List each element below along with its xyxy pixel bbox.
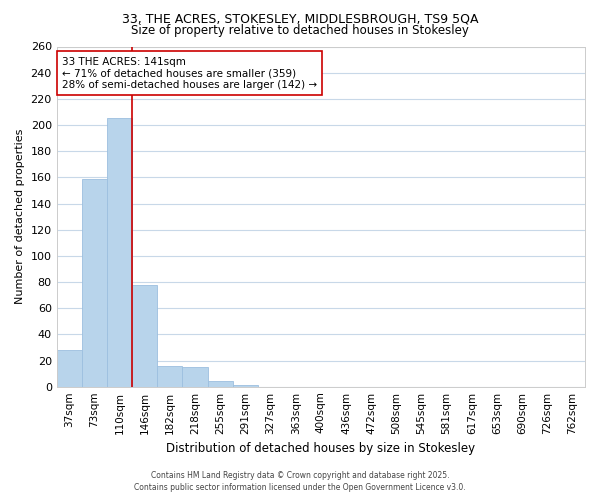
Text: Contains HM Land Registry data © Crown copyright and database right 2025.
Contai: Contains HM Land Registry data © Crown c…	[134, 471, 466, 492]
Text: Size of property relative to detached houses in Stokesley: Size of property relative to detached ho…	[131, 24, 469, 37]
Y-axis label: Number of detached properties: Number of detached properties	[15, 129, 25, 304]
Bar	[182, 367, 208, 386]
Text: 33, THE ACRES, STOKESLEY, MIDDLESBROUGH, TS9 5QA: 33, THE ACRES, STOKESLEY, MIDDLESBROUGH,…	[122, 12, 478, 26]
Text: 33 THE ACRES: 141sqm
← 71% of detached houses are smaller (359)
28% of semi-deta: 33 THE ACRES: 141sqm ← 71% of detached h…	[62, 56, 317, 90]
Bar	[56, 350, 82, 387]
Bar	[132, 284, 157, 386]
Bar	[82, 178, 107, 386]
Bar	[208, 382, 233, 386]
Bar	[107, 118, 132, 386]
Bar	[157, 366, 182, 386]
X-axis label: Distribution of detached houses by size in Stokesley: Distribution of detached houses by size …	[166, 442, 475, 455]
